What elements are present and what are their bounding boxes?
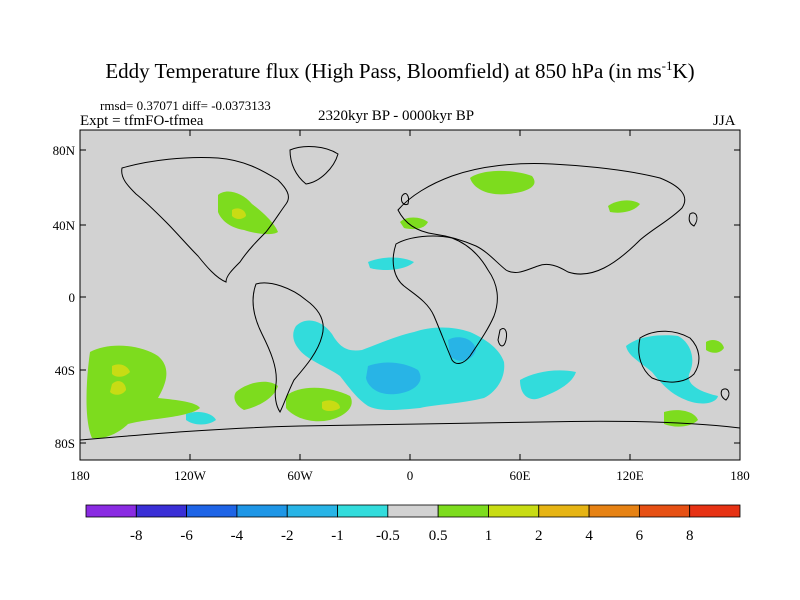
colorbar-label: -4	[231, 528, 244, 544]
south-america-positive	[234, 381, 278, 410]
colorbar-cell	[286, 504, 338, 518]
colorbar-cell	[588, 504, 640, 518]
lat-label-80n: 80N	[53, 143, 76, 158]
colorbar-cell	[337, 504, 389, 518]
colorbar-labels: -8 -6 -4 -2 -1 -0.5 0.5 1 2 4 6 8	[130, 528, 693, 544]
south-indian-negative	[520, 370, 576, 400]
season-label: JJA	[713, 113, 736, 129]
south-africa-negative-core	[448, 337, 476, 361]
rmsd-stats: rmsd= 0.37071 diff= -0.0373133	[100, 98, 271, 113]
south-pacific-positive-core	[110, 381, 126, 395]
north-america-positive	[218, 191, 278, 235]
lon-label-180w: 180	[70, 468, 90, 483]
colorbar-cell	[437, 504, 489, 518]
colorbar-cell	[135, 504, 188, 518]
south-atlantic-positive-core	[322, 400, 340, 411]
lon-label-0: 0	[407, 468, 414, 483]
colorbar-label: 0.5	[429, 528, 448, 544]
title-superscript: -1	[661, 58, 673, 73]
uk-outline	[401, 193, 409, 205]
lat-label-40s: 40S	[55, 363, 75, 378]
north-america-positive-core	[232, 208, 246, 219]
south-atlantic-negative-core	[366, 362, 421, 395]
africa-outline	[392, 235, 498, 364]
colorbar-label: 2	[535, 528, 543, 544]
greenland-outline	[289, 146, 339, 185]
colorbar-label: -1	[331, 528, 344, 544]
antarctica-outline	[80, 420, 740, 441]
lat-labels: 80N 40N 0 40S 80S	[53, 143, 76, 451]
colorbar-label: -8	[130, 528, 143, 544]
colorbar-label: 4	[585, 528, 593, 544]
east-asia-positive	[608, 200, 640, 213]
colorbar-label: -6	[180, 528, 193, 544]
lon-label-180e: 180	[730, 468, 750, 483]
north-america-outline	[121, 157, 289, 283]
axis-ticks	[80, 130, 740, 460]
colorbar-cell	[689, 504, 741, 518]
south-pacific-positive-core-2	[112, 364, 130, 377]
map-title: Eddy Temperature flux (High Pass, Bloomf…	[0, 58, 800, 84]
lon-label-60w: 60W	[287, 468, 313, 483]
south-atlantic-positive	[286, 387, 352, 422]
siberia-positive	[470, 170, 535, 195]
colorbar-label: 1	[485, 528, 493, 544]
colorbar-cell	[538, 504, 590, 518]
europe-positive	[400, 217, 428, 230]
eurasia-outline	[397, 163, 686, 275]
colorbar-cell	[488, 504, 540, 518]
colorbar	[85, 504, 741, 518]
colorbar-cell	[638, 504, 691, 518]
colorbar-cell	[236, 504, 288, 518]
lon-label-120w: 120W	[174, 468, 207, 483]
colorbar-cell	[85, 504, 137, 518]
lat-label-80s: 80S	[55, 436, 75, 451]
title-main: Eddy Temperature flux (High Pass, Bloomf…	[105, 59, 662, 83]
colorbar-label: -0.5	[376, 528, 400, 544]
experiment-label: Expt = tfmFO-tfmea	[80, 113, 204, 129]
colorbar-cell	[186, 504, 238, 518]
lat-label-40n: 40N	[53, 218, 76, 233]
anomaly-fields	[86, 170, 724, 439]
australia-outline	[638, 330, 700, 383]
australia-east-positive	[706, 340, 724, 353]
lon-label-60e: 60E	[510, 468, 531, 483]
lat-label-0: 0	[69, 290, 76, 305]
period-label: 2320kyr BP - 0000kyr BP	[318, 108, 475, 124]
pacific-negative	[186, 412, 216, 425]
title-end: K)	[672, 59, 695, 83]
atlantic-small-negative	[368, 257, 414, 270]
colorbar-label: 6	[636, 528, 644, 544]
colorbar-label: 8	[686, 528, 694, 544]
south-america-outline	[252, 282, 324, 413]
lon-labels: 180 120W 60W 0 60E 120E 180	[70, 468, 750, 483]
new-zealand-outline	[720, 388, 730, 401]
colorbar-label: -2	[281, 528, 294, 544]
japan-outline	[688, 212, 698, 227]
colorbar-cell	[387, 504, 439, 518]
lon-label-120e: 120E	[616, 468, 644, 483]
australia-negative	[626, 335, 718, 404]
coastlines	[80, 146, 740, 441]
madagascar-outline	[497, 327, 507, 347]
